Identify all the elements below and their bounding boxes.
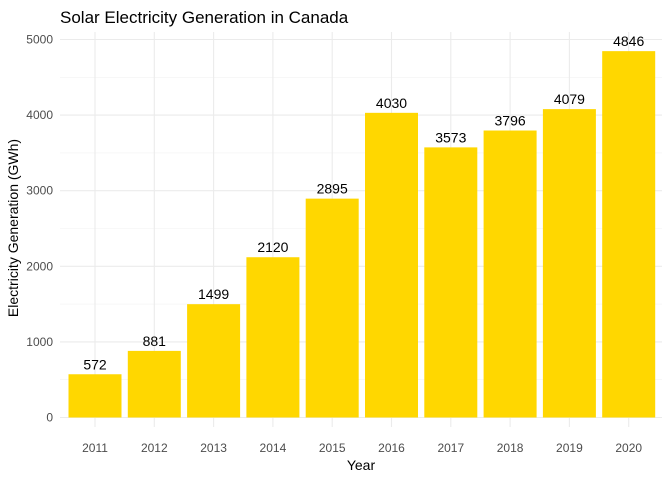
y-tick-label: 1000 <box>26 335 53 349</box>
x-axis-ticks: 2011 2012 2013 2014 2015 2016 2017 2018 2019 2020 <box>82 441 642 455</box>
bar-2012 <box>127 350 181 418</box>
y-tick-label: 2000 <box>26 259 53 273</box>
x-tick-label-2017: 2017 <box>437 441 464 455</box>
x-tick-label-2020: 2020 <box>615 441 642 455</box>
x-tick-label-2018: 2018 <box>497 441 524 455</box>
x-tick-label-2015: 2015 <box>319 441 346 455</box>
bar-2013 <box>187 304 241 418</box>
x-tick-label-2019: 2019 <box>556 441 583 455</box>
y-tick-label: 5000 <box>26 33 53 47</box>
data-label-2012: 881 <box>143 333 167 349</box>
x-tick-label-2013: 2013 <box>200 441 227 455</box>
bar-2015 <box>305 198 359 418</box>
bars <box>68 51 656 418</box>
y-axis-ticks: 0 1000 2000 3000 4000 5000 <box>26 33 53 425</box>
data-label-2016: 4030 <box>376 95 407 111</box>
data-label-2020: 4846 <box>613 33 644 49</box>
data-labels: 572 881 1499 2120 2895 4030 3573 3796 4079 4846 <box>83 33 644 372</box>
chart-title: Solar Electricity Generation in Canada <box>60 8 349 27</box>
bar-2016 <box>365 112 418 418</box>
y-tick-label: 3000 <box>26 184 53 198</box>
bar-2019 <box>542 109 596 418</box>
data-label-2015: 2895 <box>317 181 348 197</box>
y-tick-label: 0 <box>46 411 53 425</box>
data-label-2019: 4079 <box>554 91 585 107</box>
bar-2014 <box>246 257 300 418</box>
x-axis-title: Year <box>347 457 376 473</box>
data-label-2018: 3796 <box>495 113 526 129</box>
y-axis-title: Electricity Generation (GWh) <box>5 139 21 317</box>
data-label-2017: 3573 <box>435 129 466 145</box>
x-tick-label-2012: 2012 <box>141 441 168 455</box>
x-tick-label-2011: 2011 <box>82 441 108 455</box>
bar-2020 <box>602 51 656 418</box>
data-label-2013: 1499 <box>198 286 229 302</box>
bar-2018 <box>483 130 537 418</box>
bar-2017 <box>424 147 478 418</box>
data-label-2011: 572 <box>83 356 107 372</box>
bar-2011 <box>68 374 122 418</box>
x-tick-label-2014: 2014 <box>260 441 287 455</box>
y-tick-label: 4000 <box>26 108 53 122</box>
x-tick-label-2016: 2016 <box>378 441 405 455</box>
data-label-2014: 2120 <box>257 239 288 255</box>
